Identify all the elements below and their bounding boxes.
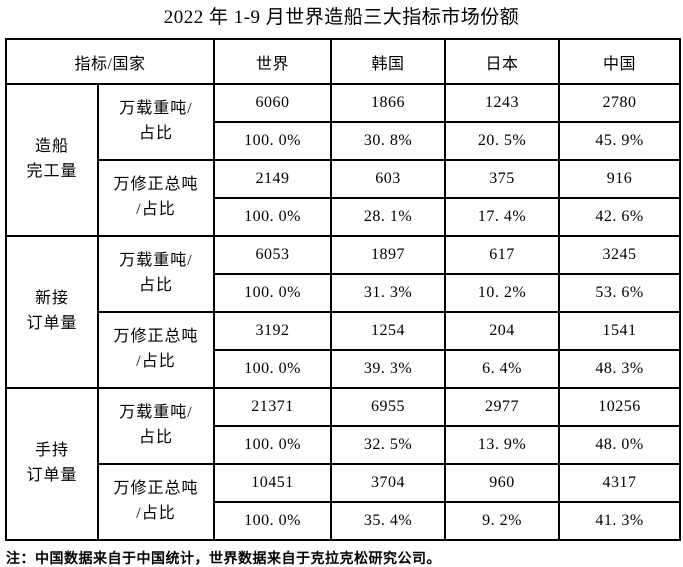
value-cell: 1254 bbox=[330, 311, 447, 351]
category-cell-order-book: 手持 订单量 bbox=[5, 387, 99, 541]
header-cell-indicator-country: 指标/国家 bbox=[4, 38, 216, 85]
value-cell: 2149 bbox=[213, 159, 333, 199]
metric-cell-dwt: 万载重吨/ 占比 bbox=[96, 83, 216, 161]
value-cell: 6053 bbox=[213, 235, 333, 275]
header-row: 指标/国家 世界 韩国 日本 中国 bbox=[4, 38, 682, 85]
metric-cell-cgt: 万修正总吨 /占比 bbox=[96, 311, 216, 389]
share-cell: 39. 3% bbox=[330, 349, 447, 389]
share-cell: 41. 3% bbox=[558, 501, 682, 541]
value-cell: 1541 bbox=[558, 311, 682, 351]
table-row: 手持 订单量 万载重吨/ 占比 21371 6955 2977 10256 bbox=[5, 387, 682, 541]
market-share-table: 指标/国家 世界 韩国 日本 中国 造船 完工量 万载重吨/ 占比 6060 1… bbox=[4, 38, 682, 541]
share-cell: 30. 8% bbox=[330, 121, 447, 161]
share-cell: 42. 6% bbox=[558, 197, 682, 237]
value-cell: 3192 bbox=[213, 311, 333, 351]
value-cell: 21371 bbox=[213, 387, 333, 427]
table-row: 新接 订单量 万载重吨/ 占比 6053 1897 617 3245 bbox=[5, 235, 682, 389]
share-cell: 100. 0% bbox=[213, 273, 333, 313]
header-cell-world: 世界 bbox=[213, 38, 333, 85]
share-cell: 9. 2% bbox=[444, 501, 561, 541]
value-cell: 603 bbox=[330, 159, 447, 199]
share-cell: 10. 2% bbox=[444, 273, 561, 313]
table-row: 造船 完工量 万载重吨/ 占比 6060 1866 1243 2780 bbox=[5, 83, 682, 237]
value-cell: 2780 bbox=[558, 83, 682, 123]
value-cell: 617 bbox=[444, 235, 561, 275]
table-row: 100. 0% 30. 8% 20. 5% 45. 9% bbox=[6, 121, 682, 161]
value-cell: 1897 bbox=[330, 235, 447, 275]
value-cell: 204 bbox=[444, 311, 561, 351]
metric-cell-dwt: 万载重吨/ 占比 bbox=[96, 387, 216, 465]
share-cell: 100. 0% bbox=[213, 349, 333, 389]
share-cell: 100. 0% bbox=[213, 197, 333, 237]
metric-cell-cgt: 万修正总吨 /占比 bbox=[96, 463, 216, 541]
table-row: 100. 0% 39. 3% 6. 4% 48. 3% bbox=[6, 349, 682, 389]
table-row: 万修正总吨 /占比 3192 1254 204 1541 bbox=[6, 311, 682, 389]
value-cell: 10451 bbox=[213, 463, 333, 503]
header-cell-korea: 韩国 bbox=[330, 38, 447, 85]
value-cell: 1243 bbox=[444, 83, 561, 123]
value-cell: 6060 bbox=[213, 83, 333, 123]
share-cell: 45. 9% bbox=[558, 121, 682, 161]
table-row: 100. 0% 32. 5% 13. 9% 48. 0% bbox=[6, 425, 682, 465]
share-cell: 48. 3% bbox=[558, 349, 682, 389]
share-cell: 31. 3% bbox=[330, 273, 447, 313]
value-cell: 2977 bbox=[444, 387, 561, 427]
share-cell: 100. 0% bbox=[213, 121, 333, 161]
table-row: 100. 0% 28. 1% 17. 4% 42. 6% bbox=[6, 197, 682, 237]
metric-cell-dwt: 万载重吨/ 占比 bbox=[96, 235, 216, 313]
share-cell: 17. 4% bbox=[444, 197, 561, 237]
value-cell: 6955 bbox=[330, 387, 447, 427]
category-cell-completions: 造船 完工量 bbox=[5, 83, 99, 237]
share-cell: 100. 0% bbox=[213, 501, 333, 541]
share-cell: 13. 9% bbox=[444, 425, 561, 465]
value-cell: 4317 bbox=[558, 463, 682, 503]
share-cell: 20. 5% bbox=[444, 121, 561, 161]
table-row: 100. 0% 31. 3% 10. 2% 53. 6% bbox=[6, 273, 682, 313]
header-cell-japan: 日本 bbox=[444, 38, 561, 85]
category-cell-new-orders: 新接 订单量 bbox=[5, 235, 99, 389]
table-row: 万修正总吨 /占比 2149 603 375 916 bbox=[6, 159, 682, 237]
share-cell: 28. 1% bbox=[330, 197, 447, 237]
share-cell: 48. 0% bbox=[558, 425, 682, 465]
share-cell: 100. 0% bbox=[213, 425, 333, 465]
share-cell: 35. 4% bbox=[330, 501, 447, 541]
value-cell: 3245 bbox=[558, 235, 682, 275]
metric-cell-cgt: 万修正总吨 /占比 bbox=[96, 159, 216, 237]
table-row: 万修正总吨 /占比 10451 3704 960 4317 bbox=[6, 463, 682, 541]
value-cell: 375 bbox=[444, 159, 561, 199]
value-cell: 916 bbox=[558, 159, 682, 199]
value-cell: 1866 bbox=[330, 83, 447, 123]
share-cell: 53. 6% bbox=[558, 273, 682, 313]
table-row: 100. 0% 35. 4% 9. 2% 41. 3% bbox=[6, 501, 682, 541]
footer-note: 注：中国数据来自于中国统计，世界数据来自于克拉克松研究公司。 bbox=[6, 552, 441, 567]
value-cell: 960 bbox=[444, 463, 561, 503]
value-cell: 10256 bbox=[558, 387, 682, 427]
value-cell: 3704 bbox=[330, 463, 447, 503]
share-cell: 32. 5% bbox=[330, 425, 447, 465]
share-cell: 6. 4% bbox=[444, 349, 561, 389]
header-cell-china: 中国 bbox=[558, 38, 682, 85]
page-title: 2022 年 1-9 月世界造船三大指标市场份额 bbox=[163, 7, 520, 28]
